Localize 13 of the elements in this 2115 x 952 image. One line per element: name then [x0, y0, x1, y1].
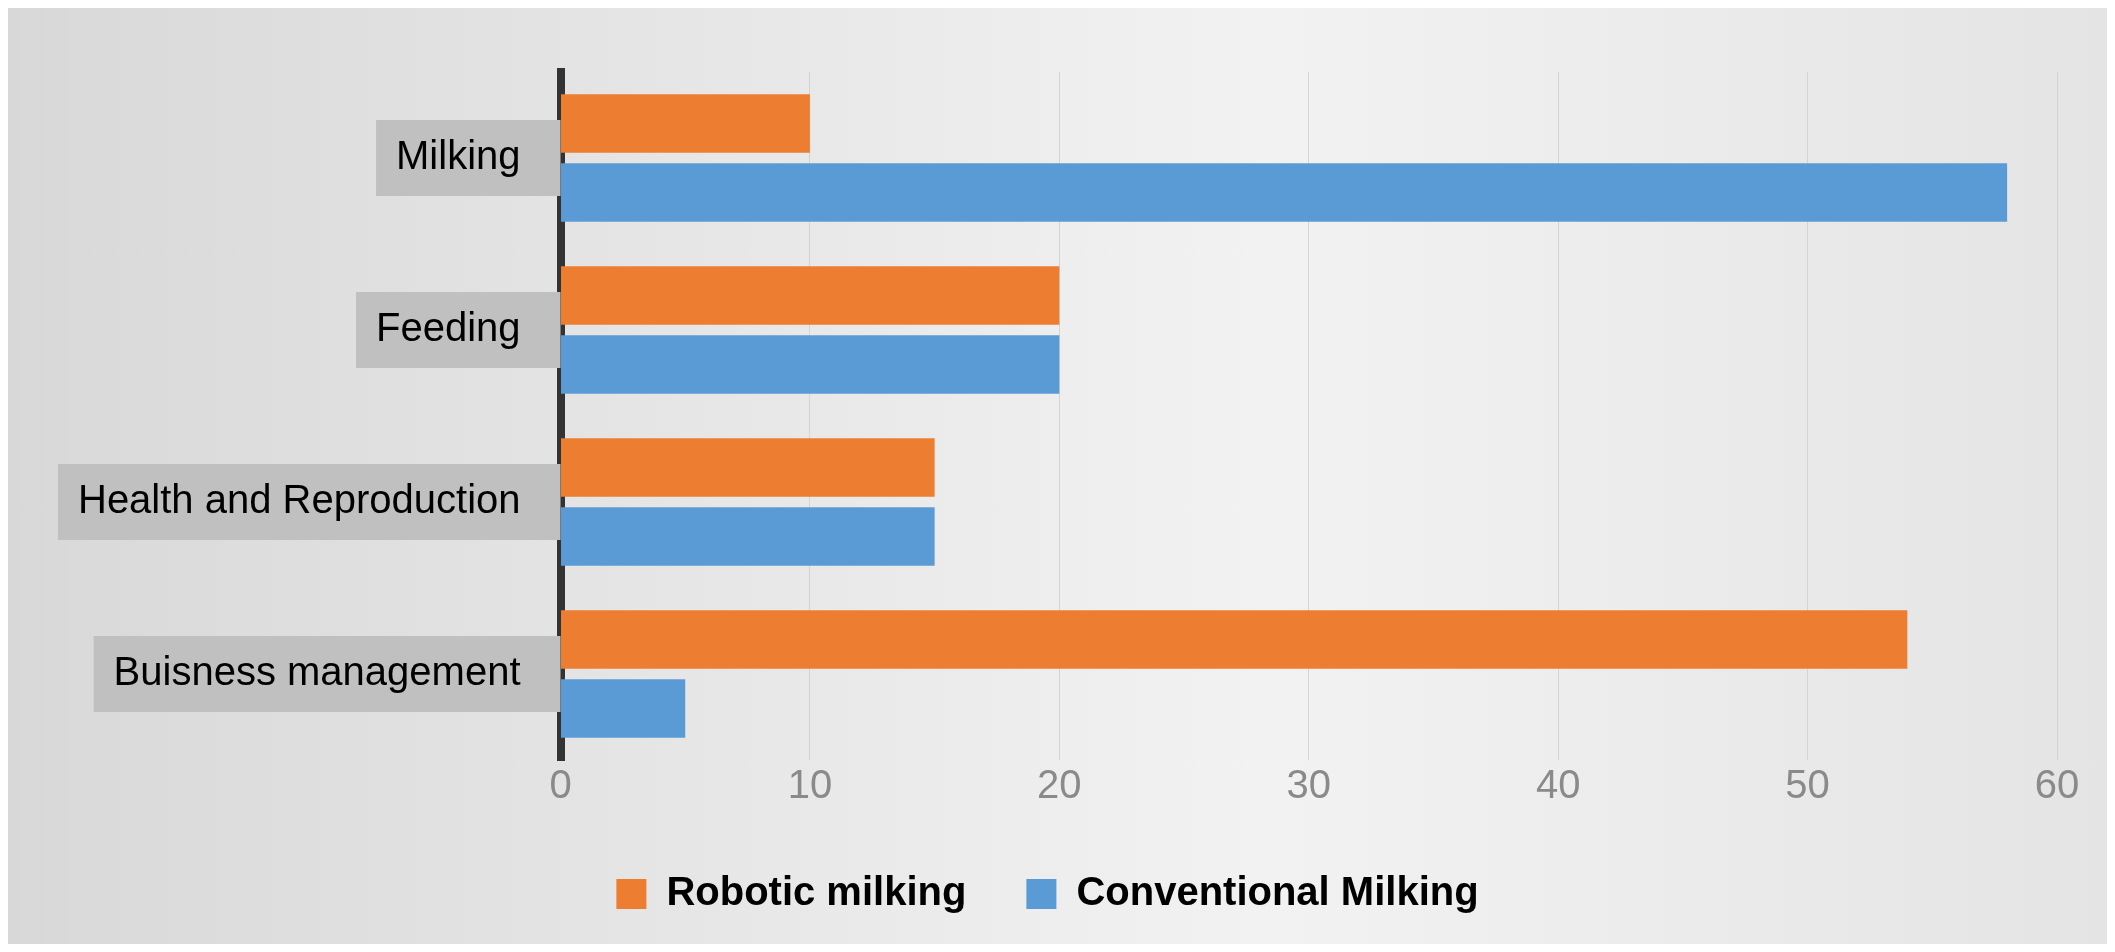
x-tick-label: 0: [549, 762, 572, 807]
x-tick-label: 60: [2034, 762, 2080, 807]
y-tick-label: Buisness management: [113, 649, 521, 694]
legend-label: Robotic milking: [666, 869, 967, 914]
y-tick-label: Milking: [396, 133, 521, 178]
x-tick-label: 30: [1286, 762, 1332, 807]
legend-label: Conventional Milking: [1076, 869, 1479, 914]
x-tick-label: 40: [1535, 762, 1581, 807]
x-tick-label: 20: [1037, 762, 1082, 807]
x-tick-label: 10: [787, 762, 833, 807]
y-tick-label: Feeding: [375, 305, 521, 350]
y-tick-label: Health and Reproduction: [77, 477, 521, 522]
x-tick-label: 50: [1785, 762, 1830, 807]
